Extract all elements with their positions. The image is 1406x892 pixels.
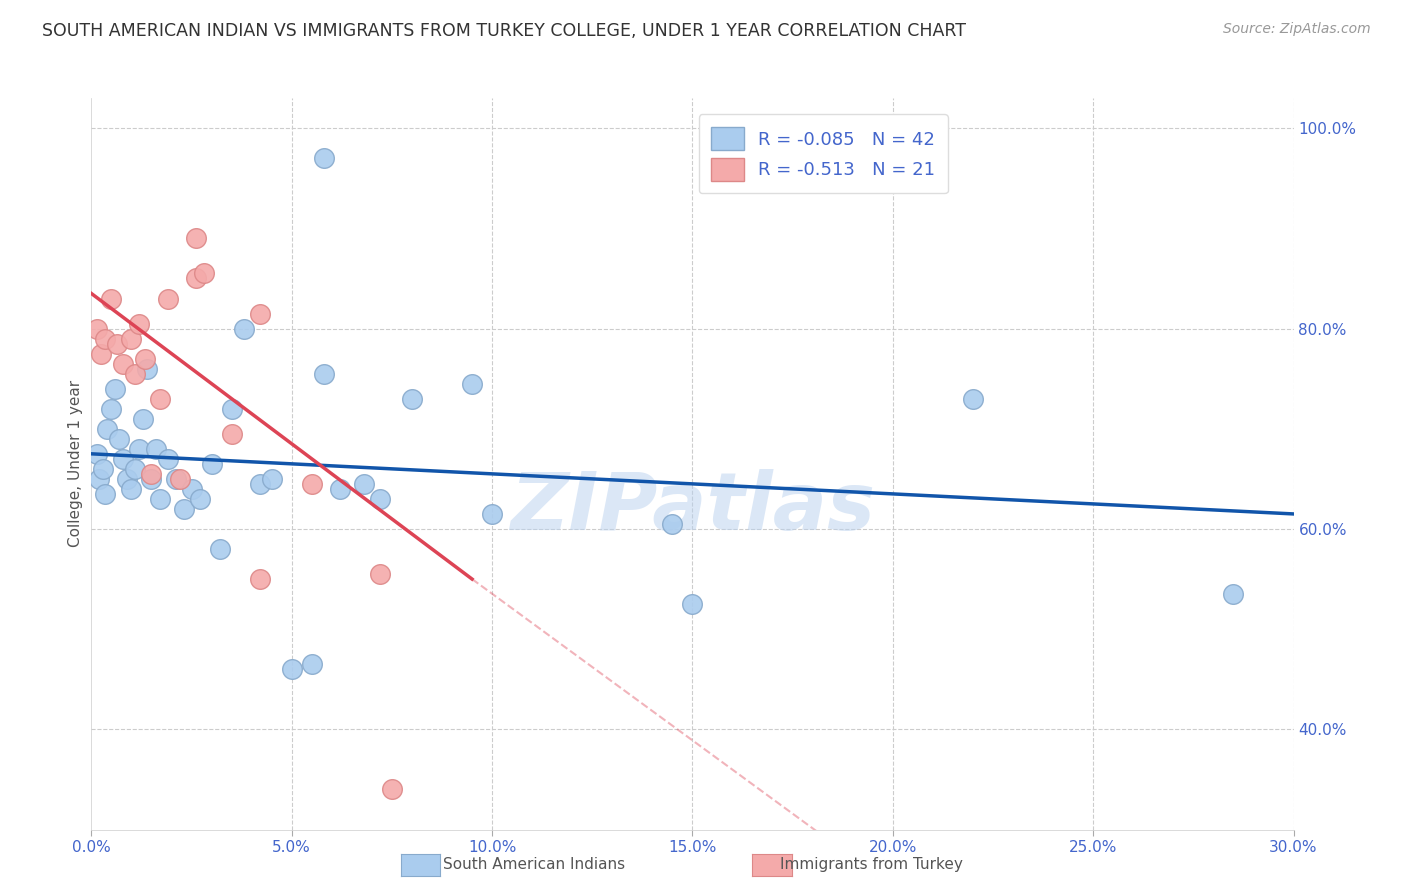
Point [188,491,211,506]
Point [169,472,191,486]
Point [117,472,139,486]
Point [184,271,207,285]
Point [281,662,304,676]
Point [681,597,703,611]
Y-axis label: College, Under 1 year: College, Under 1 year [67,380,83,548]
Text: South American Indians: South American Indians [443,857,626,872]
Point [96,422,118,436]
Point [329,482,352,496]
Point [481,507,503,521]
Point [124,462,146,476]
Point [124,367,146,381]
Point [312,151,335,165]
Point [193,267,215,281]
Point [107,336,129,351]
Legend: R = -0.085   N = 42, R = -0.513   N = 21: R = -0.085 N = 42, R = -0.513 N = 21 [699,114,948,194]
Point [249,572,271,586]
Point [201,457,224,471]
Text: SOUTH AMERICAN INDIAN VS IMMIGRANTS FROM TURKEY COLLEGE, UNDER 1 YEAR CORRELATIO: SOUTH AMERICAN INDIAN VS IMMIGRANTS FROM… [42,22,966,40]
Point [121,332,143,346]
Point [249,476,271,491]
Point [112,357,135,371]
Point [301,657,323,672]
Point [401,392,423,406]
Point [221,426,243,441]
Point [368,567,391,582]
Point [93,462,115,476]
Point [148,491,170,506]
Point [381,782,404,797]
Point [145,442,167,456]
Point [132,411,155,425]
Point [86,321,108,335]
Point [232,321,254,335]
Text: Source: ZipAtlas.com: Source: ZipAtlas.com [1223,22,1371,37]
Point [128,317,150,331]
Point [173,502,195,516]
Point [89,472,111,486]
Point [100,401,122,416]
Point [108,432,131,446]
Point [260,472,283,486]
Point [156,292,179,306]
Point [121,482,143,496]
Point [461,376,484,391]
Point [962,392,984,406]
Text: ZIPatlas: ZIPatlas [510,468,875,547]
Point [165,472,187,486]
Point [100,292,122,306]
Point [312,367,335,381]
Point [136,361,159,376]
Text: Immigrants from Turkey: Immigrants from Turkey [780,857,963,872]
Point [368,491,391,506]
Point [94,332,117,346]
Point [112,451,135,466]
Point [353,476,375,491]
Point [94,487,117,501]
Point [249,307,271,321]
Point [301,476,323,491]
Point [86,447,108,461]
Point [180,482,202,496]
Point [134,351,156,366]
Point [141,472,163,486]
Point [104,382,127,396]
Point [90,346,112,360]
Point [184,231,207,245]
Point [156,451,179,466]
Point [221,401,243,416]
Point [661,516,683,531]
Point [1222,587,1244,601]
Point [141,467,163,481]
Point [208,541,231,556]
Point [148,392,170,406]
Point [128,442,150,456]
